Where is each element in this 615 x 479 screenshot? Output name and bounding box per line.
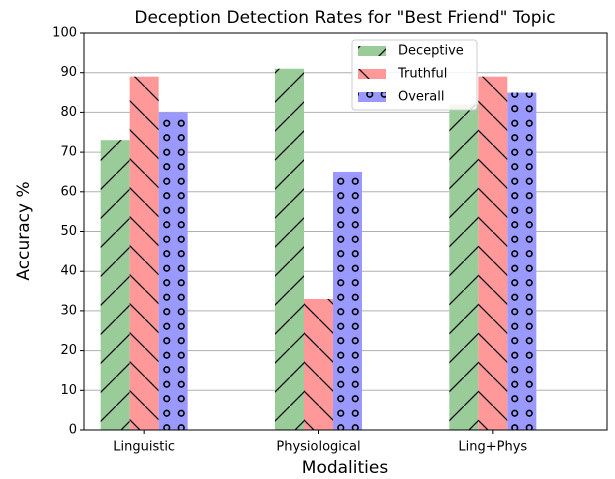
legend: Deceptive Truthful Overall [351,39,478,111]
x-tick-label: Ling+Phys [458,440,527,455]
legend-label: Deceptive [398,44,464,59]
bar [158,112,188,431]
legend-swatch [358,69,386,79]
chart-title: Deception Detection Rates for "Best Frie… [134,8,555,28]
x-tick-label: Linguistic [113,440,175,455]
bar [478,76,508,431]
legend-swatch [358,92,386,102]
bar [507,92,537,431]
bar [129,76,159,431]
y-tick-label: 30 [60,303,77,318]
legend-label: Truthful [397,67,447,82]
bar [275,68,304,430]
bar [304,298,333,430]
y-tick-label: 50 [60,224,77,239]
legend-label: Overall [398,90,444,105]
y-tick-label: 0 [69,423,77,438]
legend-swatch [358,46,386,56]
axes-frame [83,32,608,431]
y-tick-label: 80 [60,105,77,120]
y-tick-label: 70 [60,145,77,160]
bar [449,104,479,431]
y-tick-label: 60 [60,184,77,199]
bar [333,171,362,430]
y-tick-label: 20 [60,343,77,358]
y-tick-label: 40 [60,264,77,279]
y-axis-label: Accuracy % [14,181,34,280]
bar [100,140,130,430]
x-tick-label: Physiological [276,440,360,455]
y-tick-label: 10 [60,383,77,398]
y-tick-label: 90 [60,65,77,80]
y-tick-label: 100 [52,26,77,41]
x-axis-label: Modalities [302,458,389,478]
